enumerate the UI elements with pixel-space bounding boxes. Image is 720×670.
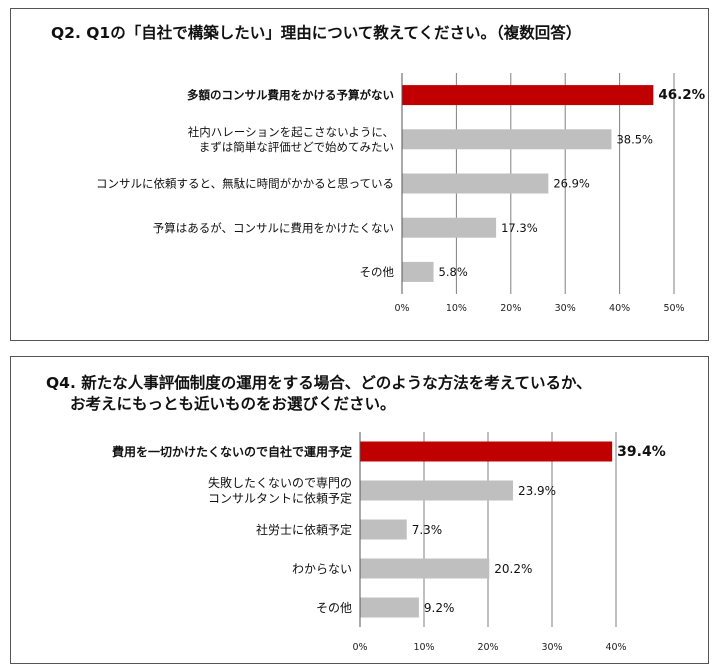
x-tick-label: 10% xyxy=(446,303,467,314)
category-label: コンサルタントに依頼予定 xyxy=(208,491,352,506)
data-label: 26.9% xyxy=(553,177,590,191)
category-label: わからない xyxy=(292,562,352,576)
x-tick-label: 30% xyxy=(541,642,562,653)
data-label: 20.2% xyxy=(494,562,532,576)
x-tick-label: 50% xyxy=(663,303,684,314)
bar xyxy=(402,261,434,282)
bar xyxy=(402,129,612,150)
data-label: 38.5% xyxy=(616,132,653,146)
x-tick-label: 40% xyxy=(605,642,626,653)
x-tick-label: 10% xyxy=(413,642,434,653)
x-tick-label: 0% xyxy=(352,642,367,653)
bar xyxy=(402,173,549,194)
data-label: 23.9% xyxy=(518,484,556,498)
x-tick-label: 0% xyxy=(394,303,409,314)
x-tick-label: 20% xyxy=(500,303,521,314)
bar xyxy=(360,597,419,618)
category-label: その他 xyxy=(316,601,352,615)
data-label: 9.2% xyxy=(424,601,455,615)
data-label: 46.2% xyxy=(658,87,705,103)
bar-chart-q4: 0% 10% 20% 30% 40% 39.4% 費用を一切かけたくないので自社で運用予定 2… xyxy=(112,432,666,653)
chart-title-line: Q2. Q1の「自社で構築したい」理由について教えてください。（複数回答） xyxy=(51,24,582,42)
bar xyxy=(360,441,613,462)
chart-panel-q4: Q4. 新たな人事評価制度の運用をする場合、どのような方法を考えているか、 お考… xyxy=(10,356,709,664)
x-tick-label: 40% xyxy=(609,303,630,314)
category-label: その他 xyxy=(360,265,395,279)
category-label: コンサルに依頼すると、無駄に時間がかかると思っている xyxy=(96,177,394,191)
bar xyxy=(360,519,407,540)
x-tick-label: 20% xyxy=(477,642,498,653)
chart-title-line-1: Q4. 新たな人事評価制度の運用をする場合、どのような方法を考えているか、 xyxy=(46,374,592,392)
bar xyxy=(360,558,490,579)
category-label: 社労士に依頼予定 xyxy=(256,522,352,537)
bar xyxy=(402,217,497,238)
chart-title: Q2. Q1の「自社で構築したい」理由について教えてください。（複数回答） xyxy=(51,23,581,44)
x-tick-label: 30% xyxy=(555,303,576,314)
data-label: 17.3% xyxy=(501,221,538,235)
bar-chart-q2: 0% 10% 20% 30% 40% 50% 46.2% 多額のコンサル費用をかける予算がない… xyxy=(96,73,706,314)
data-label: 5.8% xyxy=(439,265,468,279)
category-label: 多額のコンサル費用をかける予算がない xyxy=(187,88,394,102)
bar xyxy=(360,480,513,501)
data-label: 39.4% xyxy=(617,444,666,460)
category-label: 費用を一切かけたくないので自社で運用予定 xyxy=(112,444,352,459)
category-label: まずは簡単な評価せどで始めてみたい xyxy=(199,140,394,154)
category-label: 失敗したくないので専門の xyxy=(208,475,352,490)
category-label: 予算はあるが、コンサルに費用をかけたくない xyxy=(153,221,394,235)
chart-title-line-2: お考えにもっとも近いものをお選びください。 xyxy=(70,395,396,413)
bar xyxy=(402,85,654,106)
category-label: 社内ハレーションを起こさないように、 xyxy=(188,125,394,139)
chart-panel-q2: Q2. Q1の「自社で構築したい」理由について教えてください。（複数回答） 0%… xyxy=(10,8,709,341)
chart-title: Q4. 新たな人事評価制度の運用をする場合、どのような方法を考えているか、 お考… xyxy=(46,373,592,415)
data-label: 7.3% xyxy=(412,523,443,537)
